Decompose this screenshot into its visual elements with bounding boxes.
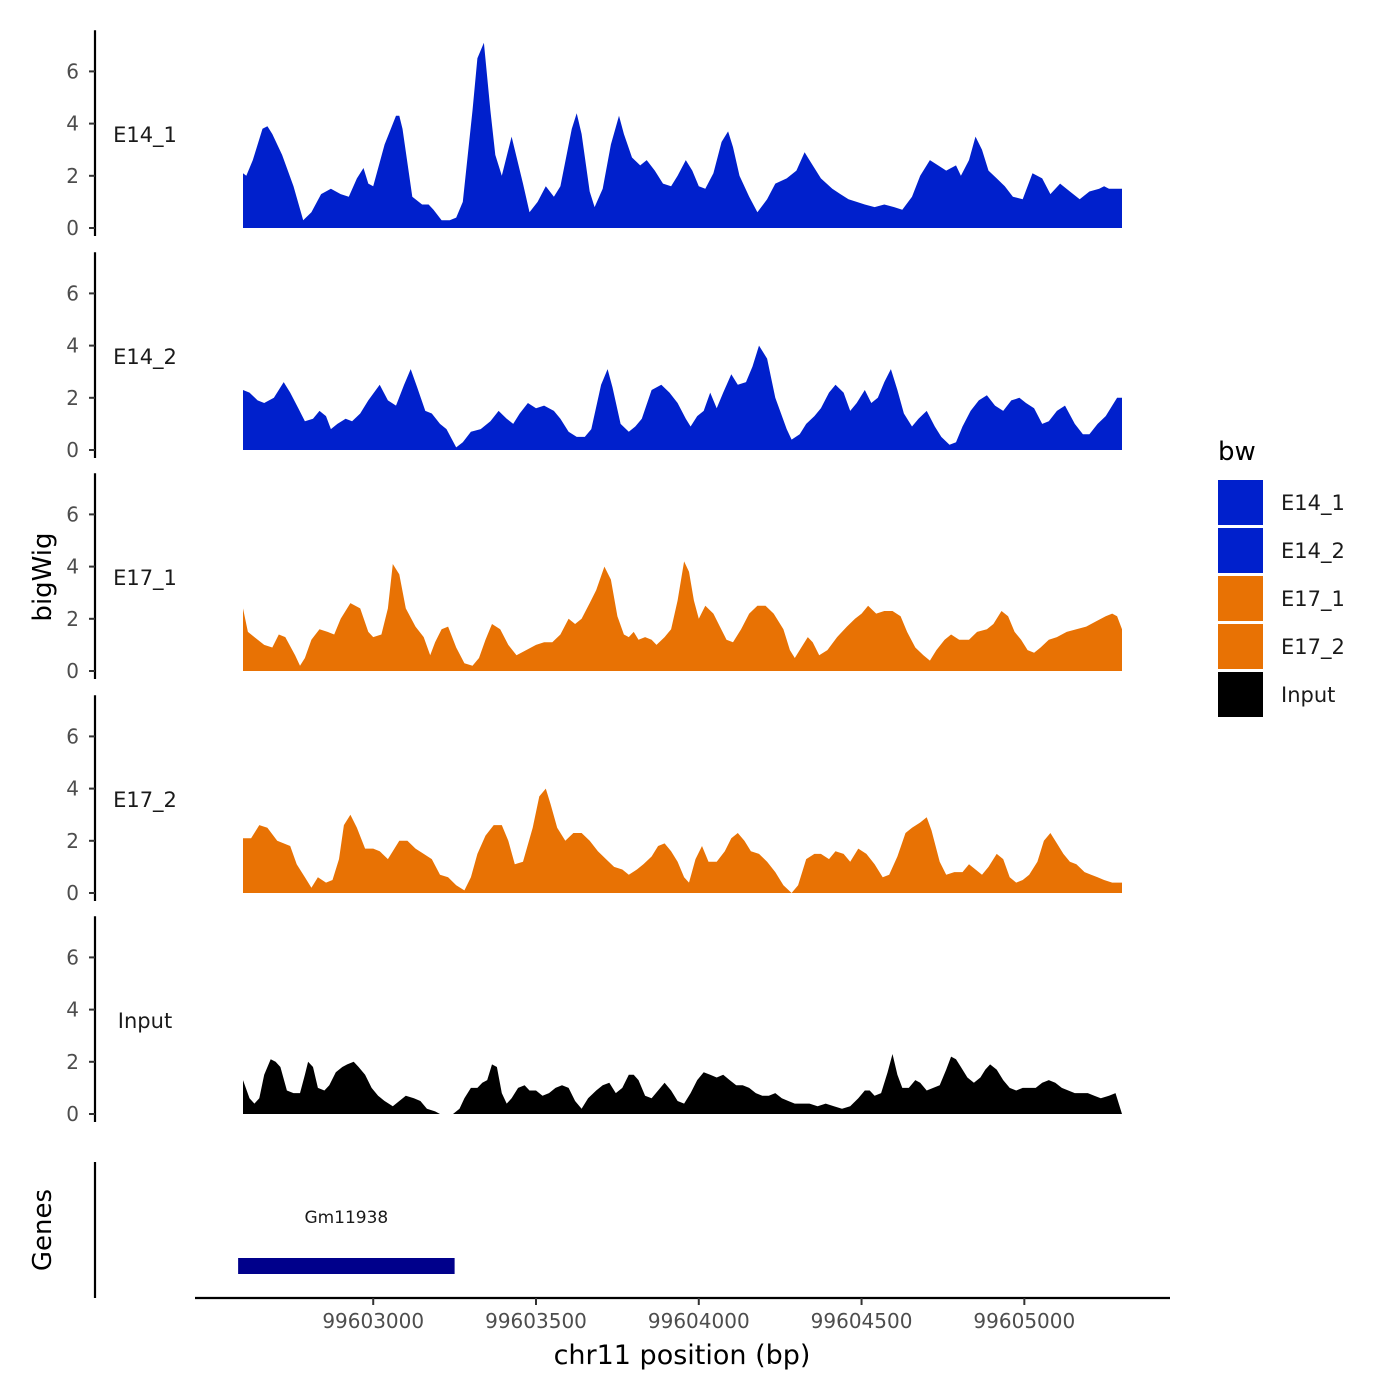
legend-label: E17_2 <box>1281 635 1345 660</box>
genes-axis-label: Genes <box>28 1189 58 1271</box>
y-tick-label: 6 <box>66 724 79 748</box>
legend-label: Input <box>1281 683 1335 707</box>
x-tick-label: 99603000 <box>322 1309 424 1333</box>
y-tick-label: 0 <box>66 659 79 683</box>
y-tick-label: 4 <box>66 555 79 579</box>
legend-label: E14_2 <box>1281 539 1345 564</box>
y-tick-label: 6 <box>66 945 79 969</box>
y-tick-label: 2 <box>66 829 79 853</box>
x-tick-label: 99605000 <box>973 1309 1075 1333</box>
x-tick-label: 99604500 <box>811 1309 913 1333</box>
coverage-area-E14_1 <box>243 42 1122 229</box>
y-tick-label: 2 <box>66 386 79 410</box>
coverage-area-Input <box>243 1054 1122 1114</box>
legend-key-E17_1 <box>1218 576 1263 621</box>
y-tick-label: 4 <box>66 998 79 1022</box>
y-tick-label: 4 <box>66 334 79 358</box>
track-label: E14_1 <box>113 123 177 148</box>
track-label: E14_2 <box>113 345 177 370</box>
y-tick-label: 0 <box>66 1102 79 1126</box>
y-tick-label: 0 <box>66 438 79 462</box>
gene-body <box>238 1258 455 1274</box>
x-tick-label: 99603500 <box>485 1309 587 1333</box>
track-E17_1: 0 2 4 6 E17_1 <box>66 473 1122 683</box>
y-tick-label: 4 <box>66 112 79 136</box>
coverage-area-E17_1 <box>243 561 1122 671</box>
y-tick-label: 6 <box>66 502 79 526</box>
track-label: E17_2 <box>113 788 177 813</box>
coverage-tracks: 0 2 4 6 E14_1 0 2 4 6 E14_2 0 2 4 6 E17_1 0 2 4 6 E17_2 0 2 4 6… <box>66 30 1122 1126</box>
track-label: E17_1 <box>113 566 177 591</box>
x-axis: 99603000 99603500 99604000 99604500 99605000 <box>195 1296 1170 1333</box>
y-axis-label: bigWig <box>28 532 58 621</box>
y-tick-label: 6 <box>66 59 79 83</box>
y-tick-label: 0 <box>66 216 79 240</box>
legend-key-E14_1 <box>1218 480 1263 525</box>
legend-key-E14_2 <box>1218 528 1263 573</box>
x-tick-label: 99604000 <box>648 1309 750 1333</box>
y-tick-label: 2 <box>66 164 79 188</box>
legend: bw E14_1 E14_2 E17_1 E17_2 Input <box>1218 437 1345 717</box>
track-Input: 0 2 4 6 Input <box>66 916 1122 1126</box>
legend-label: E17_1 <box>1281 587 1345 612</box>
y-tick-label: 2 <box>66 1050 79 1074</box>
track-E14_1: 0 2 4 6 E14_1 <box>66 30 1122 240</box>
x-axis-title: chr11 position (bp) <box>554 1340 811 1371</box>
track-E14_2: 0 2 4 6 E14_2 <box>66 252 1122 462</box>
track-E17_2: 0 2 4 6 E17_2 <box>66 695 1122 905</box>
legend-key-E17_2 <box>1218 624 1263 669</box>
y-tick-label: 4 <box>66 777 79 801</box>
y-tick-label: 2 <box>66 607 79 631</box>
y-tick-label: 0 <box>66 881 79 905</box>
legend-title: bw <box>1218 437 1256 467</box>
coverage-area-E14_2 <box>243 345 1122 450</box>
legend-label: E14_1 <box>1281 491 1345 516</box>
legend-key-Input <box>1218 672 1263 717</box>
y-tick-label: 6 <box>66 281 79 305</box>
track-label: Input <box>118 1009 172 1033</box>
gene-label: Gm11938 <box>304 1208 388 1228</box>
coverage-area-E17_2 <box>243 788 1122 893</box>
gene-track: Genes Gm11938 <box>28 1162 455 1298</box>
